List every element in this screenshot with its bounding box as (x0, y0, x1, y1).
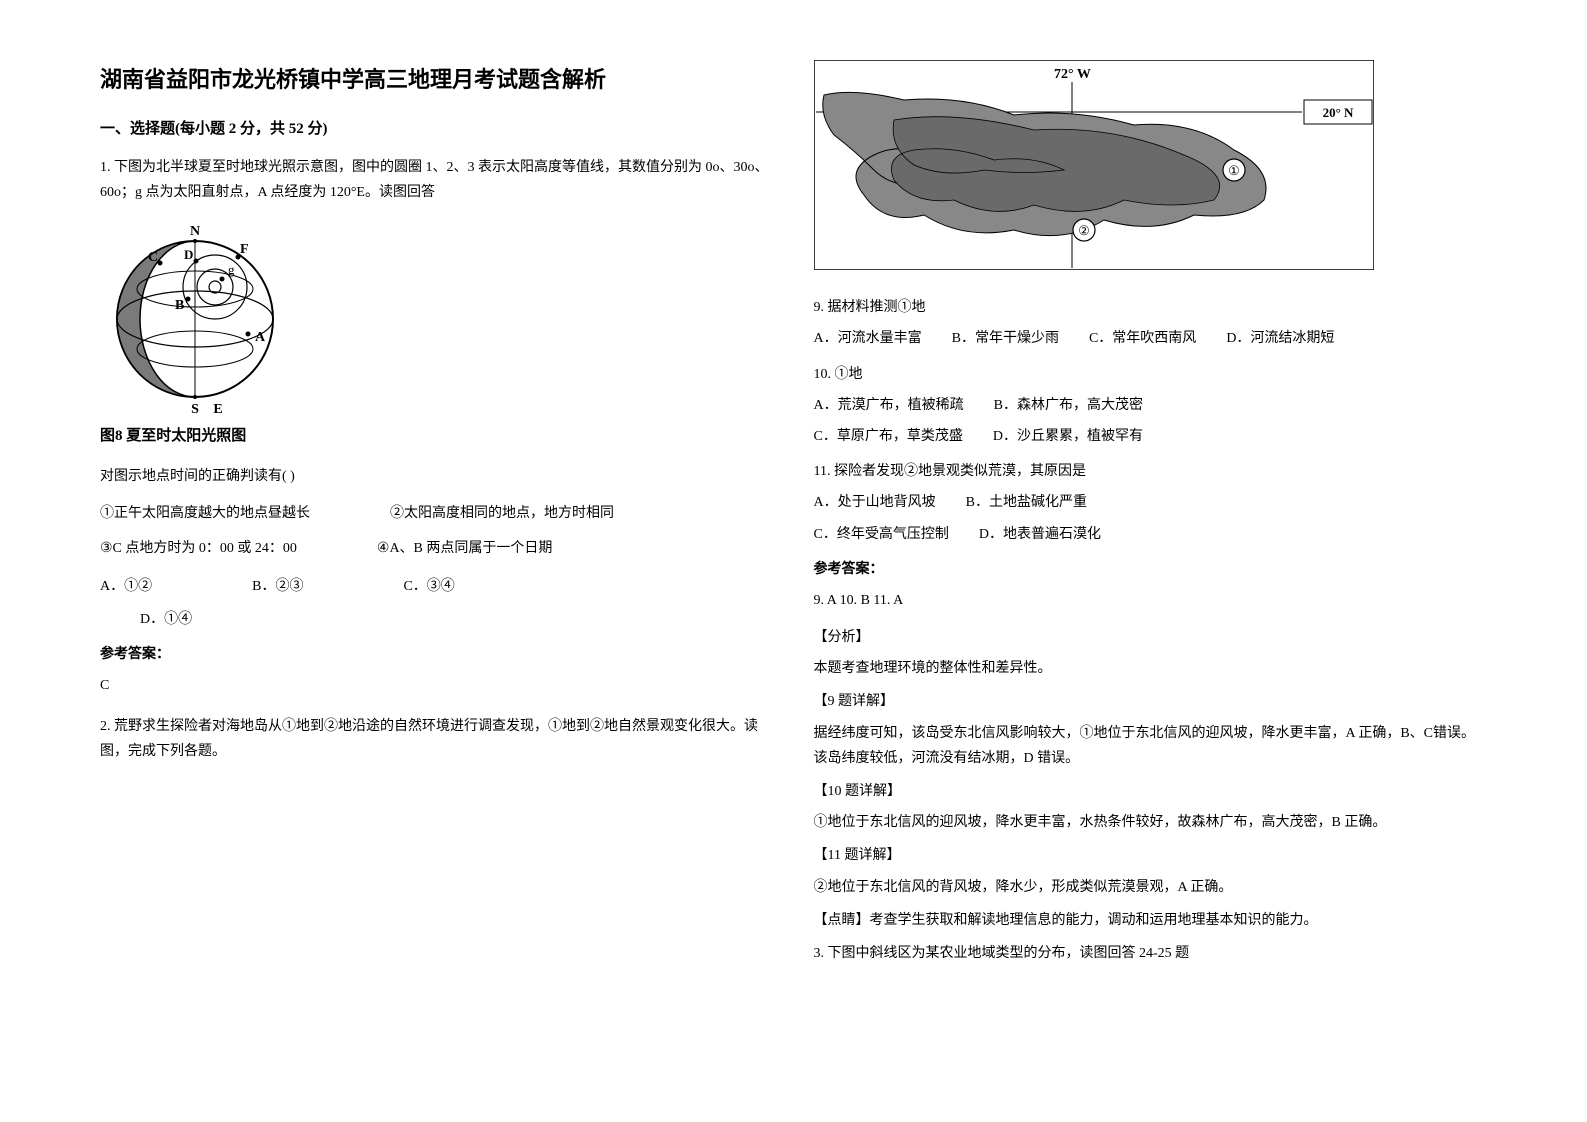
map-mark-2: ② (1078, 223, 1090, 238)
q1-option-c: C．③④ (403, 574, 454, 599)
map-lon-label: 72° W (1054, 67, 1091, 82)
map-mark-1: ① (1228, 163, 1240, 178)
map-lat-label: 20° N (1322, 105, 1353, 120)
sub-question-11: 11. 探险者发现②地景观类似荒漠，其原因是 A．处于山地背风坡 B．土地盐碱化… (814, 459, 1488, 547)
detail10-label: 【10 题详解】 (814, 779, 1488, 804)
sub10-opt-b: B．森林广布，高大茂密 (994, 393, 1143, 418)
q1-text: 1. 下图为北半球夏至时地球光照示意图，图中的圆圈 1、2、3 表示太阳高度等值… (100, 155, 774, 205)
label-s: S (191, 402, 199, 417)
label-f: F (240, 242, 249, 257)
detail11-text: ②地位于东北信风的背风坡，降水少，形成类似荒漠景观，A 正确。 (814, 875, 1488, 900)
q1-option-d: D．①④ (140, 607, 774, 632)
figure-caption: 图8 夏至时太阳光照图 (100, 423, 774, 450)
analysis-block: 【分析】 本题考查地理环境的整体性和差异性。 【9 题详解】 据经纬度可知，该岛… (814, 625, 1488, 933)
q1-options-row: A．①② B．②③ C．③④ (100, 574, 774, 599)
sub11-opt-b: B．土地盐碱化严重 (966, 490, 1087, 515)
tip-text: 考查学生获取和解读地理信息的能力，调动和运用地理基本知识的能力。 (870, 913, 1318, 928)
sub-question-10: 10. ①地 A．荒漠广布，植被稀疏 B．森林广布，高大茂密 C．草原广布，草类… (814, 362, 1488, 450)
tip-line: 【点睛】考查学生获取和解读地理信息的能力，调动和运用地理基本知识的能力。 (814, 908, 1488, 933)
sub11-text: 探险者发现②地景观类似荒漠，其原因是 (834, 464, 1086, 479)
sub11-opt-c: C．终年受高气压控制 (814, 522, 949, 547)
q2-number: 2. (100, 719, 111, 734)
label-e: E (213, 402, 222, 417)
q3-number: 3. (814, 946, 825, 961)
sub11-opt-d: D．地表普遍石漠化 (979, 522, 1101, 547)
q1-option-b: B．②③ (252, 574, 303, 599)
label-n: N (190, 224, 200, 239)
q3-body: 下图中斜线区为某农业地域类型的分布，读图回答 24-25 题 (828, 946, 1190, 961)
statement-3: ③C 点地方时为 0：00 或 24：00 (100, 536, 297, 561)
sub11-num: 11. (814, 464, 831, 479)
question-2-intro: 2. 荒野求生探险者对海地岛从①地到②地沿途的自然环境进行调查发现，①地到②地自… (100, 714, 774, 764)
detail9-label: 【9 题详解】 (814, 689, 1488, 714)
q1-statements: ①正午太阳高度越大的地点昼越长 ②太阳高度相同的地点，地方时相同 ③C 点地方时… (100, 501, 774, 561)
sub9-opt-b: B．常年干燥少雨 (952, 326, 1059, 351)
sub9-opt-d: D．河流结冰期短 (1226, 326, 1334, 351)
sub9-text: 据材料推测①地 (828, 300, 926, 315)
detail9-text: 据经纬度可知，该岛受东北信风影响较大，①地位于东北信风的迎风坡，降水更丰富，A … (814, 721, 1488, 771)
label-a: A (255, 330, 266, 345)
label-b: B (175, 298, 184, 313)
haiti-map-figure: 72° W 20° N ① ② (814, 60, 1488, 279)
sub-question-9: 9. 据材料推测①地 A．河流水量丰富 B．常年干燥少雨 C．常年吹西南风 D．… (814, 295, 1488, 351)
section-header: 一、选择题(每小题 2 分，共 52 分) (100, 116, 774, 143)
q2-body: 荒野求生探险者对海地岛从①地到②地沿途的自然环境进行调查发现，①地到②地自然景观… (100, 719, 758, 759)
statement-1: ①正午太阳高度越大的地点昼越长 (100, 501, 310, 526)
q2-answers: 9. A 10. B 11. A (814, 588, 1488, 613)
detail10-text: ①地位于东北信风的迎风坡，降水更丰富，水热条件较好，故森林广布，高大茂密，B 正… (814, 810, 1488, 835)
sub10-num: 10. (814, 367, 832, 382)
sub10-text: ①地 (835, 367, 863, 382)
label-c: C (148, 250, 158, 265)
q1-answer: C (100, 673, 774, 698)
sub10-opt-c: C．草原广布，草类茂盛 (814, 424, 963, 449)
sub11-opt-a: A．处于山地背风坡 (814, 490, 936, 515)
q1-body: 下图为北半球夏至时地球光照示意图，图中的圆圈 1、2、3 表示太阳高度等值线，其… (100, 160, 769, 200)
sub10-opt-a: A．荒漠广布，植被稀疏 (814, 393, 964, 418)
analysis-intro: 本题考查地理环境的整体性和差异性。 (814, 656, 1488, 681)
q1-prompt: 对图示地点时间的正确判读有( ) (100, 464, 774, 489)
tip-label: 【点睛】 (814, 913, 870, 928)
q1-number: 1. (100, 160, 111, 175)
sub9-opt-a: A．河流水量丰富 (814, 326, 922, 351)
sub9-opt-c: C．常年吹西南风 (1089, 326, 1196, 351)
q1-answer-label: 参考答案： (100, 642, 774, 667)
statement-2: ②太阳高度相同的地点，地方时相同 (390, 501, 614, 526)
detail11-label: 【11 题详解】 (814, 843, 1488, 868)
sub9-num: 9. (814, 300, 825, 315)
label-d: D (184, 247, 193, 262)
analysis-header: 【分析】 (814, 625, 1488, 650)
question-1: 1. 下图为北半球夏至时地球光照示意图，图中的圆圈 1、2、3 表示太阳高度等值… (100, 155, 774, 699)
map-svg: 72° W 20° N ① ② (814, 60, 1374, 270)
globe-svg: N S E C D F B A g (100, 219, 290, 419)
sub10-opt-d: D．沙丘累累，植被罕有 (993, 424, 1143, 449)
globe-figure: N S E C D F B A g 图8 夏至时太阳光照图 (100, 219, 774, 450)
statement-4: ④A、B 两点同属于一个日期 (377, 536, 553, 561)
page-title: 湖南省益阳市龙光桥镇中学高三地理月考试题含解析 (100, 60, 774, 100)
label-g: g (228, 262, 235, 277)
question-3: 3. 下图中斜线区为某农业地域类型的分布，读图回答 24-25 题 (814, 941, 1488, 966)
q1-option-a: A．①② (100, 574, 152, 599)
q2-answer-label: 参考答案： (814, 557, 1488, 582)
